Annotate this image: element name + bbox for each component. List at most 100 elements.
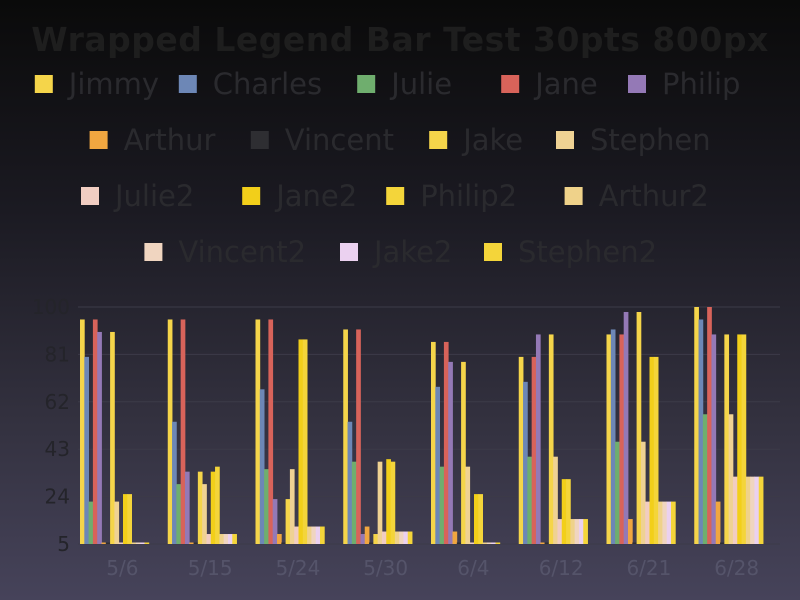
legend-label: Arthur [124,123,216,157]
bar [403,531,409,544]
bar [461,361,466,544]
bar [356,329,361,544]
bar [636,311,642,544]
legend-swatch [178,75,197,93]
bar [728,414,734,544]
x-tick-label: 5/30 [363,556,408,580]
bar [264,469,269,544]
y-tick-label: 43 [45,437,70,461]
bar [343,329,348,544]
legend-label: Stephen2 [518,235,657,269]
bar [465,466,471,544]
bar [285,499,291,544]
bar [448,361,453,544]
bar [202,484,207,544]
bar [219,534,225,544]
legend-swatch [34,75,53,93]
bar [456,542,462,544]
bar [259,389,265,544]
legend-label: Jane [533,67,598,101]
x-tick-label: 6/12 [539,556,584,580]
bar [377,461,383,544]
bar [302,339,308,544]
bar [737,334,742,544]
bar [381,531,387,544]
bar [140,542,145,544]
bar [666,501,672,544]
bar [277,534,282,544]
legend-label: Jake [461,123,523,157]
bar [527,456,533,544]
bar [255,319,261,544]
bar [311,526,317,544]
bar [294,526,299,544]
legend-swatch [340,243,358,261]
bar [172,421,177,544]
bar [711,334,717,544]
bar [197,471,203,544]
bar [281,542,286,544]
chart-title: Wrapped Legend Bar Test 30pts 800px [31,20,769,59]
bar [653,356,659,544]
bar [369,542,374,544]
bar [610,329,616,544]
bar [645,501,650,544]
bar [491,542,496,544]
legend-swatch [81,187,99,205]
bar [469,542,475,544]
legend-label: Charles [213,67,322,101]
legend-swatch [484,243,502,261]
bar [658,501,663,544]
bar [114,501,120,544]
legend-label: Vincent [285,123,394,157]
bar [268,319,274,544]
bar [578,519,584,544]
bar [758,476,764,544]
bar [227,534,233,544]
bar [373,534,379,544]
bar [347,421,353,544]
bar [184,471,190,544]
bar [167,319,173,544]
bar [88,501,94,544]
x-tick-label: 6/28 [714,556,759,580]
bar [724,334,730,544]
legend-swatch [386,187,405,205]
bar [118,542,124,544]
bar [486,542,492,544]
bar [619,334,625,544]
bar [632,542,637,544]
bar [289,469,295,544]
bar [232,534,237,544]
bar [435,386,440,544]
legend-label: Arthur2 [599,179,709,213]
bar [223,534,229,544]
bar [215,466,220,544]
bar [193,542,199,544]
legend-swatch [556,131,574,149]
bar [557,519,563,544]
x-tick-label: 5/6 [106,556,138,580]
bar [439,466,445,544]
bar [474,494,479,544]
bar [320,526,325,544]
bar [531,356,537,544]
bar [210,471,216,544]
bar [360,534,366,544]
bar [523,381,528,544]
legend-label: Vincent2 [178,235,306,269]
bar [452,531,458,544]
bar [272,499,278,544]
bar [131,542,137,544]
bar [394,531,400,544]
bar [407,531,413,544]
bar [720,542,725,544]
bar [482,542,488,544]
bar [206,534,212,544]
legend-swatch [628,75,646,93]
legend-label: Jane2 [274,179,357,213]
x-tick-label: 6/4 [457,556,489,580]
bar [351,461,357,544]
bar [518,356,524,544]
